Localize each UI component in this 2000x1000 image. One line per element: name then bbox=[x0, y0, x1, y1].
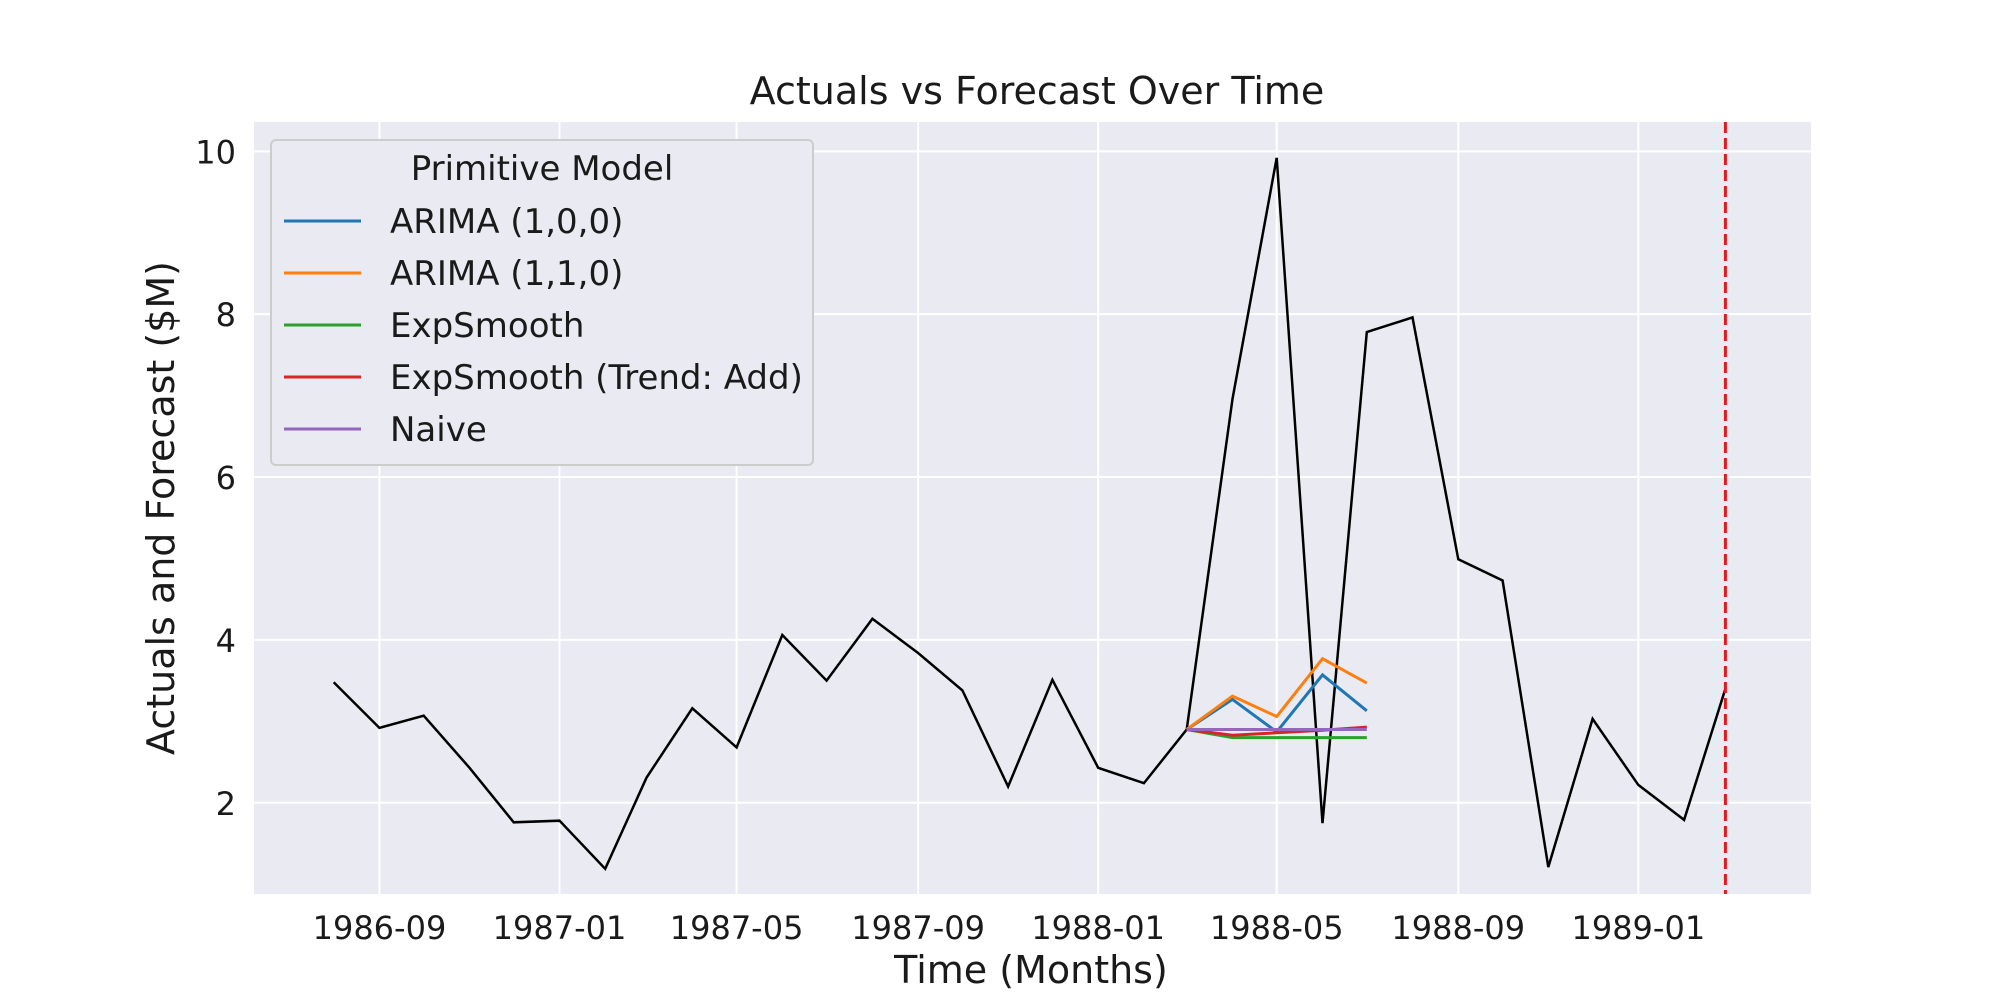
x-tick-label: 1988-05 bbox=[1210, 909, 1344, 947]
x-tick-label: 1989-01 bbox=[1571, 909, 1705, 947]
series-line-expsmooth bbox=[1186, 728, 1367, 740]
y-tick-label: 10 bbox=[195, 133, 236, 171]
y-axis-label: Actuals and Forecast ($M) bbox=[139, 261, 183, 755]
x-axis-label: Time (Months) bbox=[893, 948, 1168, 992]
legend: Primitive Model ARIMA (1,0,0) ARIMA (1,1,… bbox=[270, 139, 814, 466]
legend-label-expsmooth-trend-add: ExpSmooth (Trend: Add) bbox=[390, 358, 803, 398]
x-tick-label: 1988-09 bbox=[1391, 909, 1525, 947]
x-tick-label: 1986-09 bbox=[313, 909, 447, 947]
y-tick-label: 6 bbox=[216, 459, 236, 497]
actuals-line bbox=[332, 157, 1727, 872]
chart-title: Actuals vs Forecast Over Time bbox=[750, 69, 1325, 113]
x-tick-label: 1987-09 bbox=[851, 909, 985, 947]
x-tick-label: 1987-01 bbox=[493, 909, 627, 947]
y-axis-ticks: 2 4 6 8 10 bbox=[195, 133, 236, 822]
legend-box bbox=[270, 139, 814, 466]
forecast-series bbox=[1185, 656, 1368, 740]
y-tick-label: 4 bbox=[216, 622, 236, 660]
legend-title: Primitive Model bbox=[411, 149, 674, 189]
legend-label-expsmooth: ExpSmooth bbox=[390, 306, 584, 346]
x-tick-label: 1987-05 bbox=[670, 909, 804, 947]
legend-label-arima-1-0-0: ARIMA (1,0,0) bbox=[390, 202, 623, 242]
legend-items: ARIMA (1,0,0) ARIMA (1,1,0) ExpSmooth ExpSm… bbox=[284, 202, 803, 450]
x-tick-label: 1988-01 bbox=[1031, 909, 1165, 947]
y-tick-label: 8 bbox=[216, 296, 236, 334]
legend-label-naive: Naive bbox=[390, 410, 487, 450]
actuals-series bbox=[332, 157, 1727, 872]
series-line-arima-1-1-0 bbox=[1185, 656, 1368, 731]
legend-label-arima-1-1-0: ARIMA (1,1,0) bbox=[390, 254, 623, 294]
x-axis-ticks: 1986-09 1987-01 1987-05 1987-09 1988-01 1988-… bbox=[313, 909, 1706, 947]
y-tick-label: 2 bbox=[216, 785, 236, 823]
